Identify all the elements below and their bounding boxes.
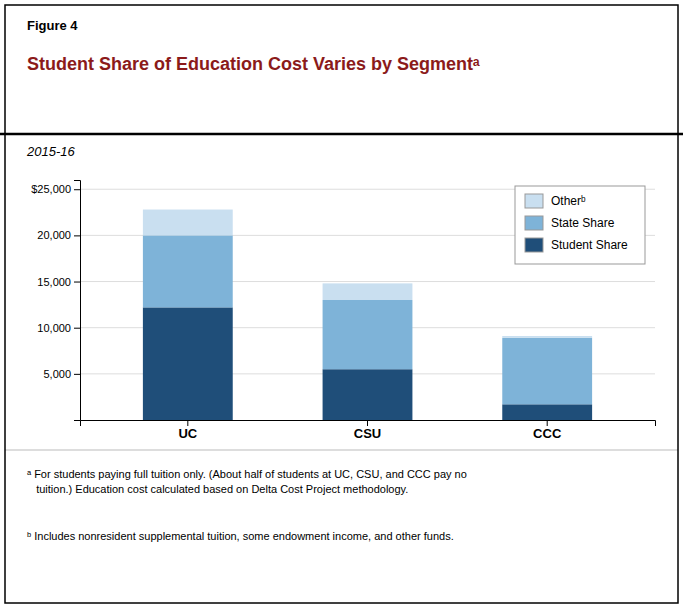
bar xyxy=(502,404,592,420)
axis-line xyxy=(81,421,656,427)
bar xyxy=(323,283,413,300)
footer-rule xyxy=(5,450,678,451)
tick: 20,000 xyxy=(37,229,80,241)
tick-label: $25,000 xyxy=(31,183,71,195)
figure-label: Figure 4 xyxy=(27,18,78,33)
legend-label: State Share xyxy=(551,216,615,230)
series xyxy=(143,210,592,338)
tick-label: CSU xyxy=(354,426,381,441)
tick: 5,000 xyxy=(43,368,80,380)
bar xyxy=(323,300,413,369)
subtitle: 2015-16 xyxy=(26,144,75,159)
footnote-line: tuition.) Education cost calculated base… xyxy=(27,483,408,495)
bar xyxy=(323,369,413,420)
legend-entry: Otherᵇ xyxy=(525,194,586,208)
chart: Figure 4 Student Share of Education Cost … xyxy=(0,0,683,608)
legend-swatch xyxy=(525,194,543,208)
tick-mark xyxy=(74,189,80,190)
tick-mark xyxy=(547,420,548,426)
header-rule xyxy=(0,133,683,136)
x-axis: UC CSU CCC xyxy=(81,420,656,441)
tick-label: 5,000 xyxy=(43,368,71,380)
tick-label: UC xyxy=(178,426,197,441)
frame xyxy=(5,5,678,603)
title: Student Share of Education Cost Varies b… xyxy=(27,54,480,74)
bar xyxy=(502,338,592,404)
footnote: ᵃ For students paying full tuition only.… xyxy=(27,468,467,495)
bar xyxy=(143,235,233,307)
footnote: ᵇ Includes nonresident supplemental tuit… xyxy=(27,530,454,542)
tick-label: 15,000 xyxy=(37,276,71,288)
bar xyxy=(143,307,233,420)
legend-swatch xyxy=(525,216,543,230)
tick-mark xyxy=(74,282,80,283)
y-axis: 5,000 10,000 15,000 20,000 $25,000 xyxy=(31,181,80,421)
tick-label: CCC xyxy=(533,426,562,441)
tick-mark xyxy=(74,328,80,329)
tick-mark xyxy=(187,420,188,426)
tick-label: 10,000 xyxy=(37,322,71,334)
tick-label: 20,000 xyxy=(37,229,71,241)
bar xyxy=(502,336,592,338)
bar xyxy=(143,210,233,236)
legend-swatch xyxy=(525,238,543,252)
legend-frame xyxy=(515,186,645,264)
tick: 10,000 xyxy=(37,322,80,334)
tick: $25,000 xyxy=(31,183,80,195)
tick: CCC xyxy=(533,420,562,441)
tick: CSU xyxy=(354,420,381,441)
legend-entry: Student Share xyxy=(525,238,628,252)
legend: Otherᵇ State Share Student Share xyxy=(515,186,645,264)
tick-mark xyxy=(367,420,368,426)
axis-line xyxy=(74,181,81,421)
tick-mark xyxy=(74,374,80,375)
legend-entry: State Share xyxy=(525,216,615,230)
tick: UC xyxy=(178,420,197,441)
bars xyxy=(143,210,592,420)
footnote-line: ᵃ For students paying full tuition only.… xyxy=(27,468,467,480)
tick-mark xyxy=(74,235,80,236)
legend-label: Otherᵇ xyxy=(551,194,586,208)
legend-label: Student Share xyxy=(551,238,628,252)
tick: 15,000 xyxy=(37,276,80,288)
footnote-line: ᵇ Includes nonresident supplemental tuit… xyxy=(27,530,454,542)
